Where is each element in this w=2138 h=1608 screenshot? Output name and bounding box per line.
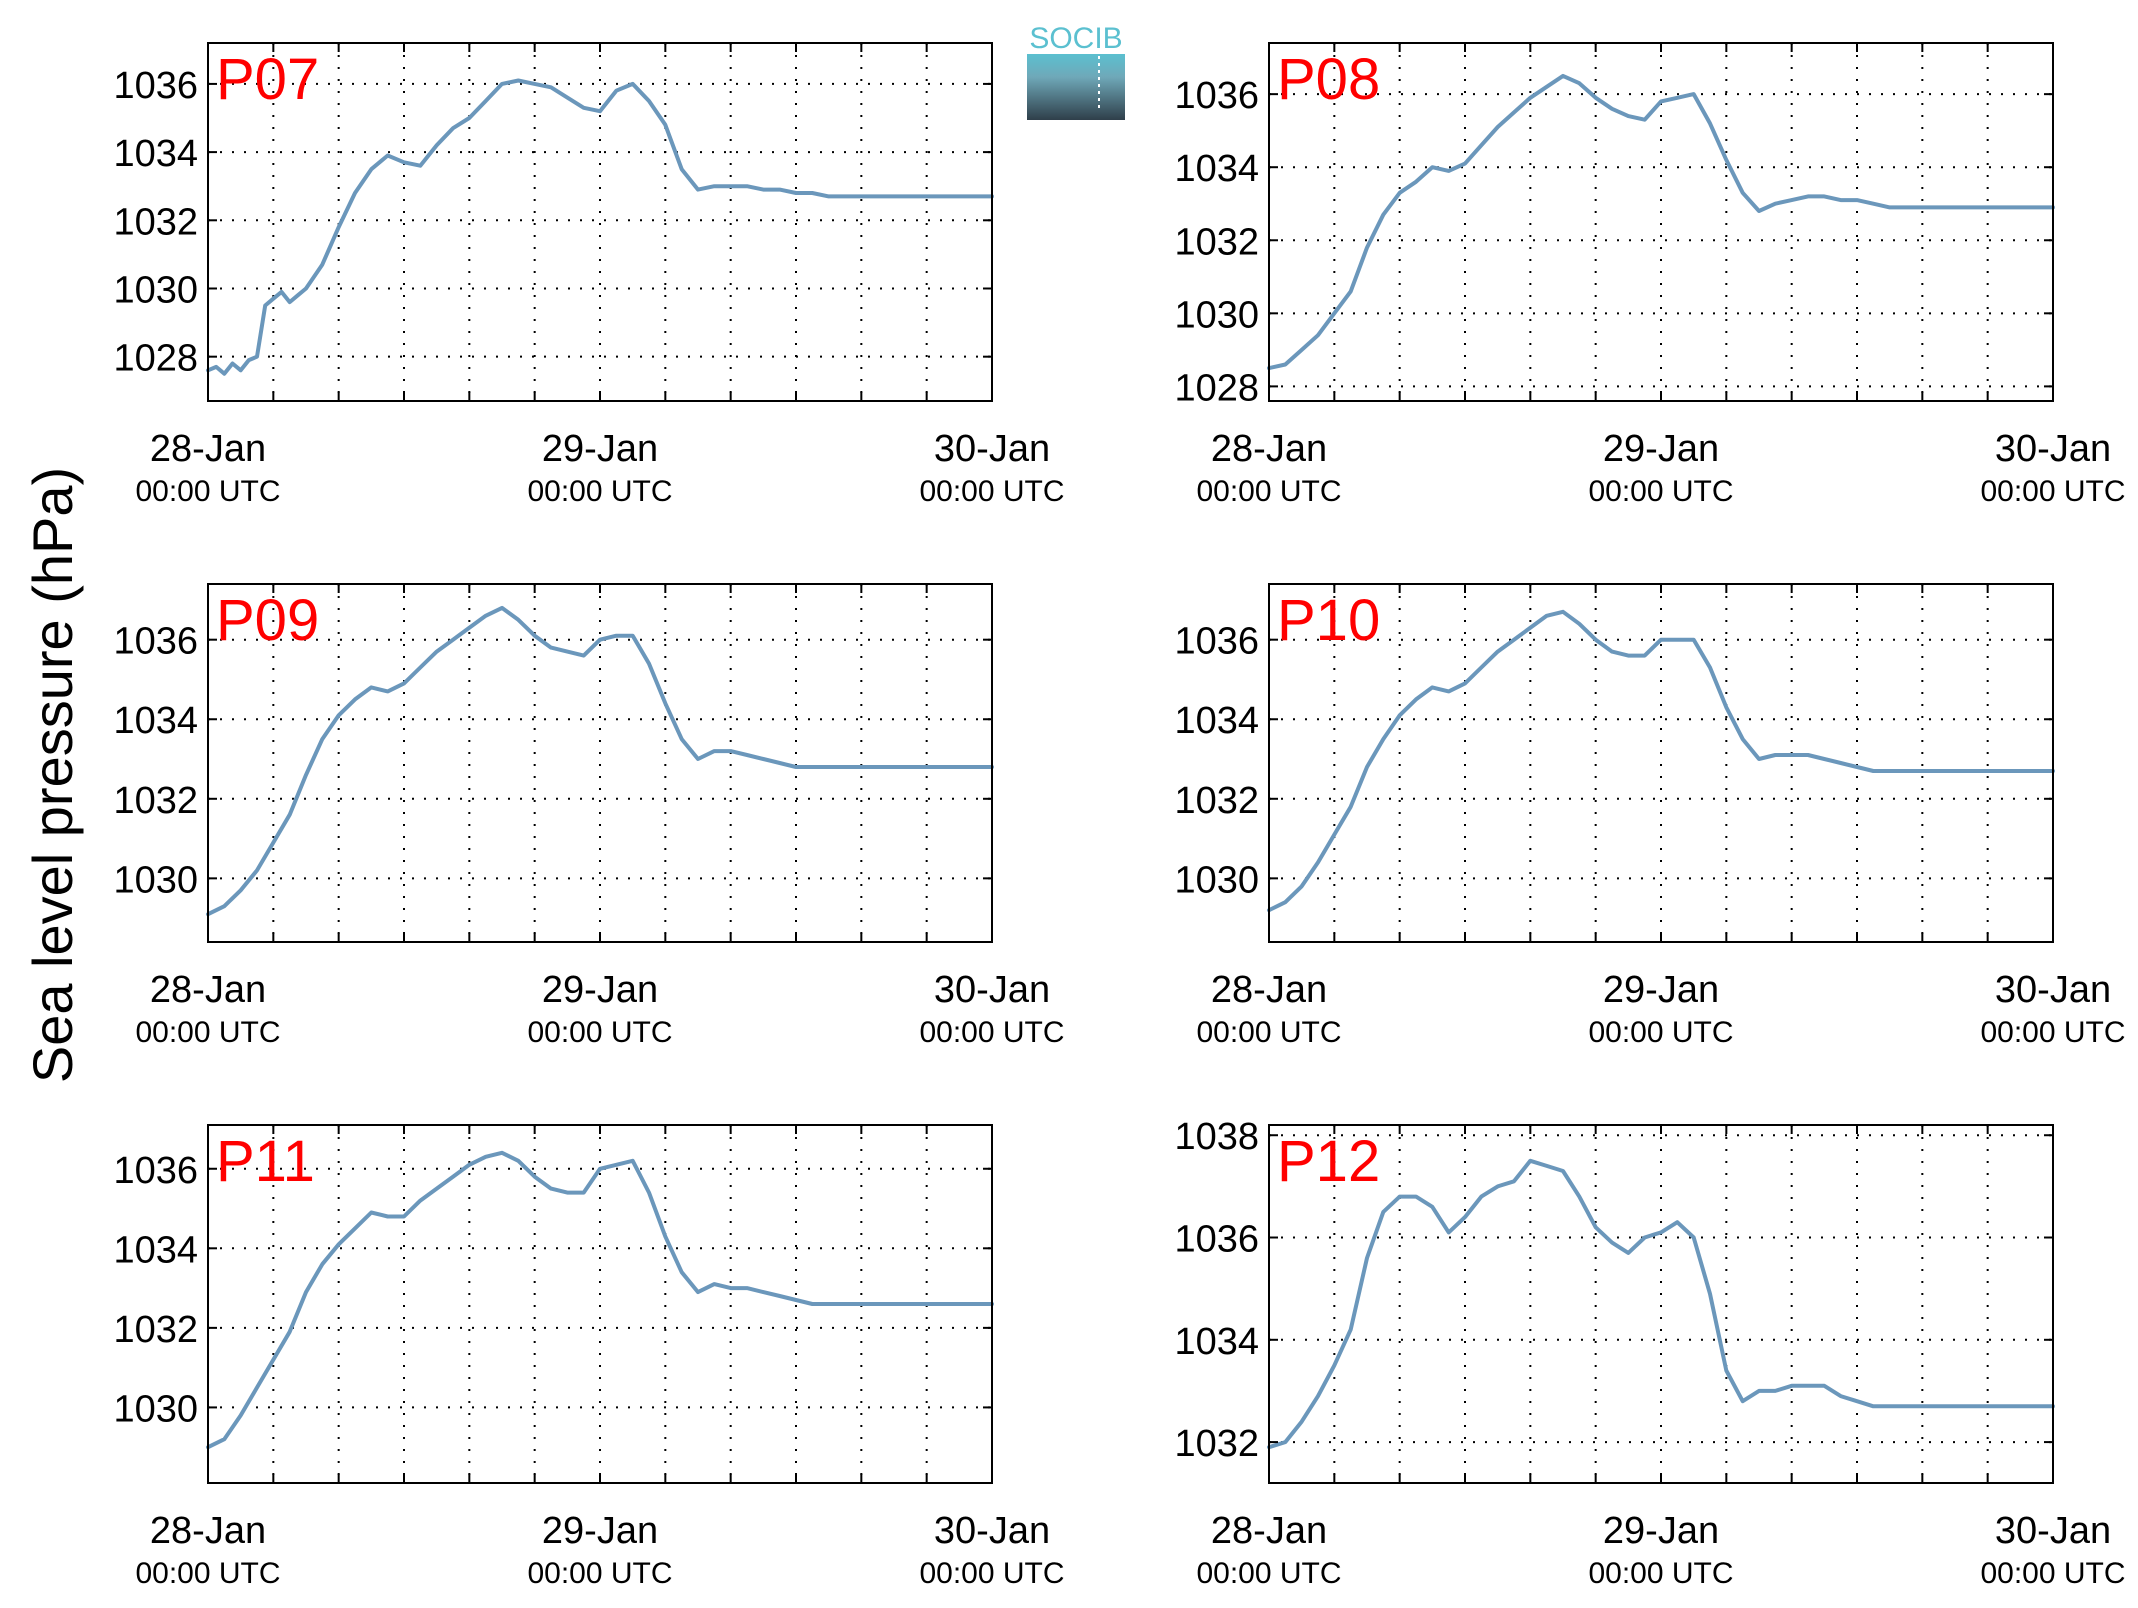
y-tick-label: 1030 [1174,294,1259,336]
panel-p07: 1028 1030 1032 1034 1036 28-Jan 00:00 UTC 29-Ja… [113,42,1065,508]
series-line [1267,1158,2055,1450]
x-tick-label-time: 00:00 UTC [919,1557,1064,1590]
y-tick-label: 1034 [113,133,198,175]
y-tick-label: 1036 [1174,1219,1259,1261]
x-tick-label-time: 00:00 UTC [527,1016,672,1049]
x-tick-label-date: 30-Jan [934,428,1050,470]
x-tick-label-time: 00:00 UTC [1980,475,2125,508]
panel-label: P10 [1277,588,1380,653]
x-tick-label-time: 00:00 UTC [135,1016,280,1049]
panel-label: P11 [216,1129,315,1194]
x-tick-label-date: 28-Jan [150,1510,266,1552]
x-tick-label-time: 00:00 UTC [1588,1557,1733,1590]
panel-p09: 1030 1032 1034 1036 28-Jan 00:00 UTC 29-Jan 00:… [113,583,1065,1049]
x-tick-label-date: 30-Jan [1995,428,2111,470]
y-tick-label: 1034 [113,700,198,742]
series-line [206,605,994,917]
x-tick-label-date: 28-Jan [1211,1510,1327,1552]
y-tick-label: 1032 [1174,780,1259,822]
axes-frame [1268,42,2054,402]
logo-block [1027,54,1125,120]
logo-text: SOCIB [1029,22,1122,55]
x-tick-label-date: 28-Jan [1211,969,1327,1011]
series-line [1267,73,2055,371]
x-tick-label-time: 00:00 UTC [1588,1016,1733,1049]
y-tick-label: 1032 [1174,1423,1259,1465]
y-tick-label: 1036 [113,65,198,107]
x-tick-label-time: 00:00 UTC [919,1016,1064,1049]
x-tick-label-date: 29-Jan [1603,1510,1719,1552]
panel-label: P07 [216,47,319,112]
x-tick-label-date: 30-Jan [934,1510,1050,1552]
x-tick-label-time: 00:00 UTC [135,475,280,508]
socib-logo: SOCIB [1027,22,1125,120]
y-tick-label: 1034 [1174,148,1259,190]
y-tick-label: 1034 [1174,700,1259,742]
x-tick-label-date: 29-Jan [1603,428,1719,470]
x-tick-label-date: 30-Jan [934,969,1050,1011]
x-tick-label-time: 00:00 UTC [135,1557,280,1590]
y-tick-label: 1038 [1174,1116,1259,1158]
x-tick-label-date: 28-Jan [150,969,266,1011]
panel-p12: 1032 1034 1036 1038 28-Jan 00:00 UTC 29-Jan 00:… [1174,1116,2125,1590]
y-tick-label: 1032 [113,780,198,822]
y-tick-label: 1028 [113,338,198,380]
x-tick-label-time: 00:00 UTC [1196,1557,1341,1590]
panel-p11: 1030 1032 1034 1036 28-Jan 00:00 UTC 29-Jan 00:… [113,1124,1065,1590]
panel-p08: 1028 1030 1032 1034 1036 28-Jan 00:00 UTC 29-Ja… [1174,42,2126,508]
y-tick-label: 1030 [113,1388,198,1430]
panel-p10: 1030 1032 1034 1036 28-Jan 00:00 UTC 29-Jan 00:… [1174,583,2126,1049]
panel-label: P09 [216,588,319,653]
x-tick-label-date: 29-Jan [1603,969,1719,1011]
y-tick-label: 1032 [113,201,198,243]
y-tick-label: 1036 [113,1150,198,1192]
x-tick-label-time: 00:00 UTC [1980,1557,2125,1590]
x-tick-label-date: 28-Jan [150,428,266,470]
x-tick-label-date: 30-Jan [1995,969,2111,1011]
y-tick-label: 1034 [113,1229,198,1271]
x-tick-label-time: 00:00 UTC [1588,475,1733,508]
x-tick-label-date: 30-Jan [1995,1510,2111,1552]
y-tick-label: 1030 [1174,859,1259,901]
axes-frame [207,42,993,402]
panel-label: P12 [1277,1129,1380,1194]
x-tick-label-date: 28-Jan [1211,428,1327,470]
y-tick-label: 1028 [1174,367,1259,409]
y-tick-label: 1032 [113,1309,198,1351]
y-tick-label: 1036 [1174,621,1259,663]
y-tick-label: 1036 [113,621,198,663]
y-tick-label: 1030 [113,859,198,901]
y-tick-label: 1032 [1174,221,1259,263]
y-tick-label: 1030 [113,269,198,311]
x-tick-label-time: 00:00 UTC [1196,1016,1341,1049]
y-tick-label: 1034 [1174,1321,1259,1363]
series-line [1267,609,2055,913]
x-tick-label-date: 29-Jan [542,969,658,1011]
x-tick-label-time: 00:00 UTC [527,1557,672,1590]
series-line [206,78,994,376]
axes-frame [1268,1124,2054,1484]
x-tick-label-time: 00:00 UTC [1196,475,1341,508]
panel-label: P08 [1277,47,1380,112]
x-tick-label-date: 29-Jan [542,428,658,470]
x-tick-label-time: 00:00 UTC [919,475,1064,508]
y-tick-label: 1036 [1174,75,1259,117]
x-tick-label-time: 00:00 UTC [527,475,672,508]
x-tick-label-date: 29-Jan [542,1510,658,1552]
x-tick-label-time: 00:00 UTC [1980,1016,2125,1049]
series-line [206,1150,994,1450]
y-axis-title: Sea level pressure (hPa) [21,467,84,1083]
